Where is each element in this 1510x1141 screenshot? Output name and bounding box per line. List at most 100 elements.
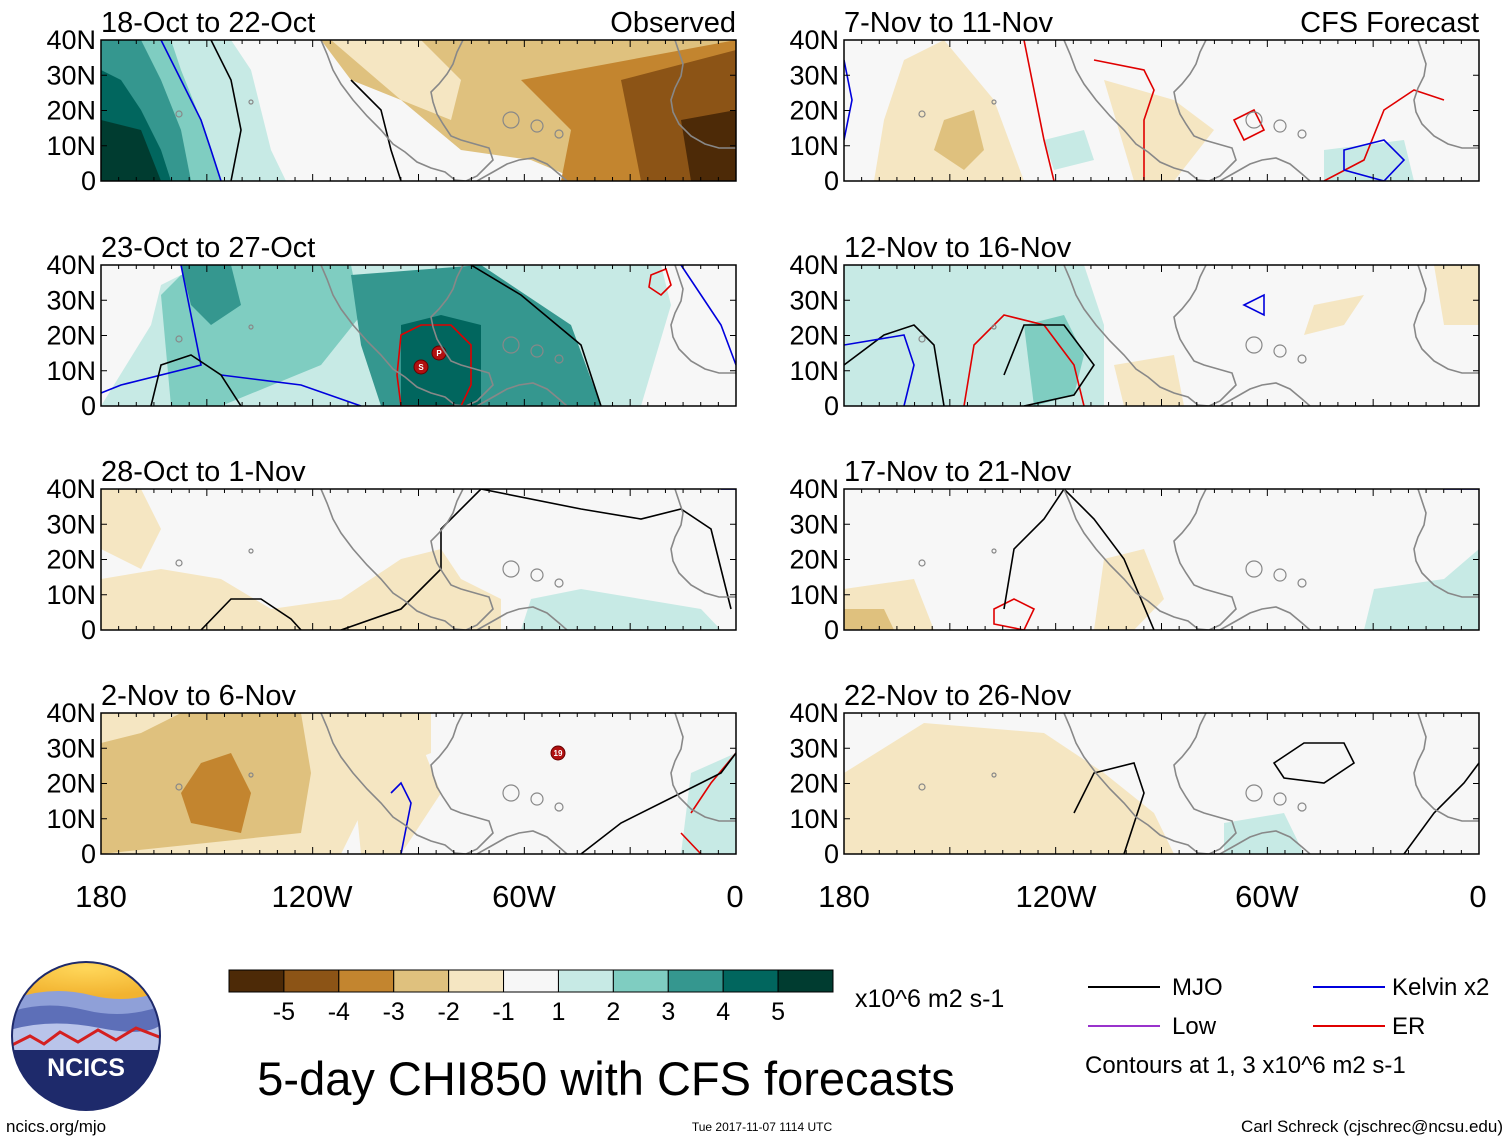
coastline-north-america	[320, 713, 494, 854]
anomaly-region	[101, 489, 161, 569]
kelvin-contour	[160, 40, 222, 181]
map-panels: 18-Oct to 22-Oct Observed40N30N20N10N0PS2…	[46, 7, 1480, 869]
er-contour	[963, 314, 1085, 406]
x-tick-label: 60W	[1235, 879, 1299, 914]
y-tick-label: 20N	[46, 96, 96, 126]
kelvin-contour	[680, 265, 736, 366]
er-contour	[1323, 89, 1445, 181]
anomaly-region	[681, 753, 736, 854]
coastline-north-america	[320, 265, 494, 406]
y-tick-label: 30N	[789, 285, 839, 315]
footer-url: ncics.org/mjo	[6, 1117, 106, 1136]
mjo-contour	[470, 265, 602, 406]
y-tick-label: 10N	[789, 580, 839, 610]
panel-field	[101, 489, 736, 630]
y-tick-label: 30N	[46, 285, 96, 315]
coastline-south-america	[476, 382, 568, 406]
island	[1297, 129, 1307, 139]
mjo-contour	[150, 354, 242, 406]
colorbar-label: 4	[716, 998, 730, 1026]
island	[530, 568, 544, 582]
island	[1273, 792, 1287, 806]
kelvin-contour	[1343, 139, 1406, 181]
y-tick-label: 40N	[789, 698, 839, 728]
panel-field: PS	[101, 265, 736, 406]
island	[918, 783, 926, 791]
colorbar-label: -1	[492, 998, 514, 1026]
mjo-contour	[1272, 742, 1356, 784]
island	[554, 578, 564, 588]
y-tick-label: 0	[824, 839, 839, 869]
er-contour	[1232, 108, 1266, 142]
panel-title: 2-Nov to 6-Nov	[101, 680, 297, 712]
y-tick-label: 10N	[46, 356, 96, 386]
legend-label-er: ER	[1392, 1013, 1425, 1040]
map-panel: 18-Oct to 22-Oct Observed 40N 30N 20N 10N 0	[46, 7, 737, 196]
island	[502, 784, 520, 802]
island	[918, 559, 926, 567]
coastline-north-america	[320, 489, 494, 630]
footer-timestamp: Tue 2017-11-07 1114 UTC	[692, 1120, 833, 1134]
anomaly-region	[844, 723, 1174, 854]
anomaly-region	[1364, 549, 1479, 630]
coastline-africa	[1413, 40, 1479, 149]
y-tick-label: 40N	[46, 250, 96, 280]
colorbar: -5 -4 -3 -2 -1 1 2 3 4 5	[228, 969, 834, 1026]
legend-label-mjo: MJO	[1172, 974, 1223, 1001]
x-tick-label: 180	[818, 879, 870, 914]
x-axis-left: 180 120W 60W 0	[75, 879, 743, 914]
y-tick-label: 10N	[46, 580, 96, 610]
colorbar-swatch	[667, 969, 724, 993]
mjo-contour	[210, 40, 242, 181]
kelvin-contour	[220, 374, 362, 406]
storm-marker	[413, 359, 429, 375]
y-tick-label: 0	[81, 166, 96, 196]
island	[248, 548, 254, 554]
island	[530, 344, 544, 358]
colorbar-label: 3	[661, 998, 675, 1026]
mjo-contour	[844, 324, 945, 406]
panel-title: 22-Nov to 26-Nov	[844, 680, 1072, 712]
legend-label-low: Low	[1172, 1013, 1217, 1040]
colorbar-swatch	[283, 969, 340, 993]
colorbar-label: -4	[328, 998, 350, 1026]
anomaly-region	[1104, 80, 1214, 181]
anomaly-region	[1434, 265, 1479, 325]
coastline-south-america	[1219, 382, 1311, 406]
panel-title: 23-Oct to 27-Oct	[101, 232, 315, 264]
y-tick-label: 0	[81, 615, 96, 645]
y-tick-label: 20N	[46, 321, 96, 351]
coastline-north-america	[1063, 713, 1237, 854]
coastline-africa	[1413, 713, 1479, 822]
mjo-contour	[580, 752, 736, 854]
colorbar-swatch	[777, 969, 834, 993]
x-axis-right: 180 120W 60W 0	[818, 879, 1486, 914]
er-contour	[993, 598, 1036, 630]
y-tick-label: 30N	[46, 733, 96, 763]
storm-marker-label: S	[418, 363, 424, 372]
colorbar-swatch	[557, 969, 614, 993]
anomaly-region	[331, 40, 461, 120]
anomaly-region	[181, 265, 241, 325]
coastline-south-america	[476, 830, 568, 854]
colorbar-swatch	[338, 969, 395, 993]
y-tick-label: 20N	[789, 769, 839, 799]
anomaly-region	[1304, 295, 1364, 335]
anomaly-region	[934, 110, 984, 170]
coastline-south-america	[1219, 830, 1311, 854]
y-tick-label: 0	[824, 391, 839, 421]
panel-title: 18-Oct to 22-Oct	[101, 7, 315, 39]
island	[175, 783, 183, 791]
island	[991, 99, 997, 105]
map-panel: 7-Nov to 11-Nov CFS Forecast 40N 30N 20N 10N 0	[789, 7, 1480, 196]
colorbar-label: -5	[273, 998, 295, 1026]
island	[248, 772, 254, 778]
panel-title: 17-Nov to 21-Nov	[844, 456, 1072, 488]
anomaly-region	[874, 40, 1024, 181]
panel-field	[844, 489, 1479, 630]
